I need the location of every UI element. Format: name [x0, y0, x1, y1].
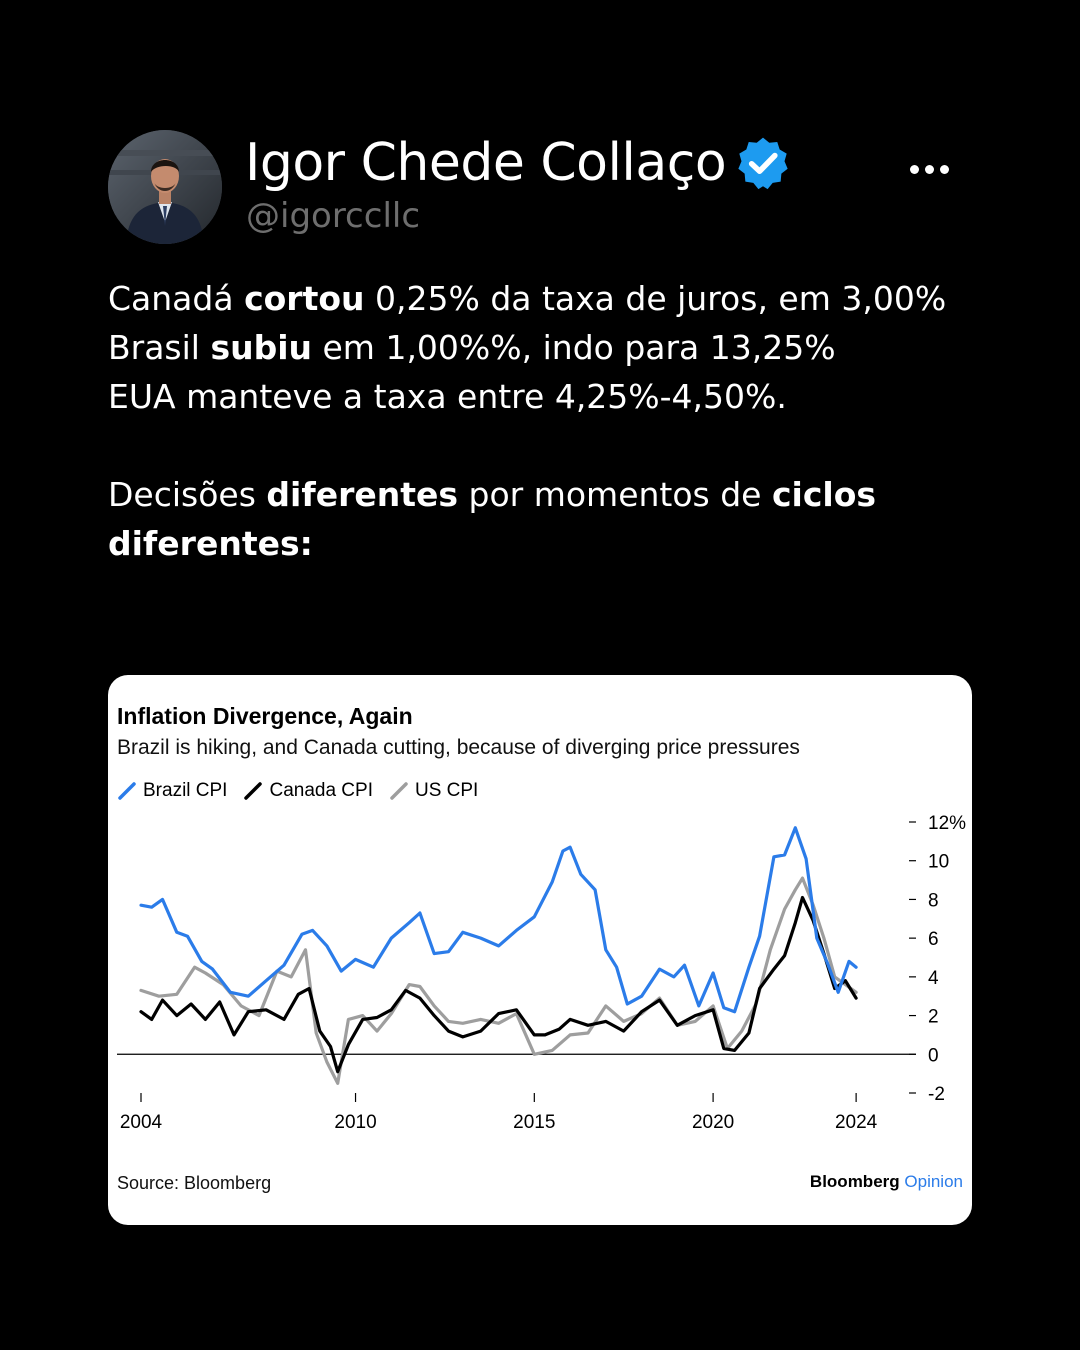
post-text-segment: 0,25% da taxa de juros, em 3,00%: [364, 279, 947, 318]
post-text-segment: Decisões: [108, 475, 267, 514]
legend-swatch-icon: [118, 782, 136, 800]
post-line: Decisões diferentes por momentos de cicl…: [108, 470, 998, 519]
profile-photo: [108, 130, 222, 244]
y-tick-label: -2: [928, 1084, 945, 1105]
post-bold-text: diferentes: [266, 475, 459, 514]
post-text-segment: Canadá: [108, 279, 245, 318]
author-name[interactable]: Igor Chede Collaço: [245, 133, 727, 193]
post-line: diferentes:: [108, 519, 998, 568]
y-tick-label: 4: [928, 968, 939, 989]
legend-label: US CPI: [414, 780, 479, 801]
y-tick-label: 2: [928, 1007, 939, 1028]
legend-item: US CPI: [389, 780, 478, 802]
post-bold-text: ciclos: [771, 475, 877, 514]
chart-card[interactable]: -2 0 2 4 6 8 10 12% 2004 2010 2015 2020 2024 Inflati…: [108, 675, 972, 1225]
x-tick-label: 2010: [334, 1112, 376, 1133]
post-line: Brasil subiu em 1,00%%, indo para 13,25%: [108, 323, 998, 372]
legend-item: Brazil CPI: [117, 780, 227, 802]
post-bold-text: cortou: [244, 279, 365, 318]
legend-label: Canada CPI: [269, 780, 373, 801]
post-text-segment: por momentos de: [458, 475, 772, 514]
post-text: Canadá cortou 0,25% da taxa de juros, em…: [108, 274, 998, 568]
x-tick-label: 2024: [835, 1112, 878, 1133]
chart-canvas: -2 0 2 4 6 8 10 12% 2004 2010 2015 2020 2024: [117, 813, 966, 1133]
legend-label: Brazil CPI: [143, 780, 228, 801]
bloomberg-opinion-logo: Bloomberg Opinion: [810, 1172, 963, 1192]
post-text-segment: EUA manteve a taxa entre 4,25%-4,50%.: [108, 377, 787, 416]
y-tick-label: 10: [928, 852, 949, 873]
x-tick-label: 2004: [120, 1112, 163, 1133]
chart-legend: Brazil CPI Canada CPI US CPI: [117, 780, 478, 802]
y-tick-label: 0: [928, 1045, 939, 1066]
legend-swatch-icon: [244, 782, 263, 800]
post-bold-text: subiu: [210, 328, 313, 367]
verified-badge-icon: [738, 137, 788, 190]
chart-title: Inflation Divergence, Again: [117, 703, 413, 729]
series-line-brazil-cpi: [139, 826, 858, 1014]
y-tick-label: 8: [928, 890, 939, 911]
author-name-row[interactable]: Igor Chede Collaço: [245, 132, 792, 194]
legend-item: Canada CPI: [243, 780, 373, 802]
legend-swatch-icon: [390, 782, 408, 800]
post-line: EUA manteve a taxa entre 4,25%-4,50%.: [108, 372, 998, 421]
post-text-segment: Brasil: [108, 328, 211, 367]
y-tick-label: 6: [928, 929, 939, 950]
post-bold-text: diferentes:: [108, 524, 313, 563]
post-text-segment: em 1,00%%, indo para 13,25%: [312, 328, 836, 367]
author-handle[interactable]: @igorccllc: [246, 196, 421, 236]
y-tick-label: 12%: [928, 813, 966, 834]
brand-main: Bloomberg: [809, 1172, 900, 1191]
series-line-canada-cpi: [139, 895, 858, 1074]
brand-accent: Opinion: [904, 1172, 963, 1191]
post-line: Canadá cortou 0,25% da taxa de juros, em…: [108, 274, 998, 323]
series-line-us-cpi: [139, 876, 858, 1085]
more-options-icon[interactable]: [908, 158, 952, 178]
chart-subtitle: Brazil is hiking, and Canada cutting, be…: [117, 736, 800, 759]
avatar[interactable]: [108, 130, 222, 244]
x-tick-label: 2020: [692, 1112, 734, 1133]
x-tick-label: 2015: [513, 1112, 555, 1133]
chart-source: Source: Bloomberg: [117, 1173, 272, 1193]
post-blank-line: [108, 421, 998, 470]
